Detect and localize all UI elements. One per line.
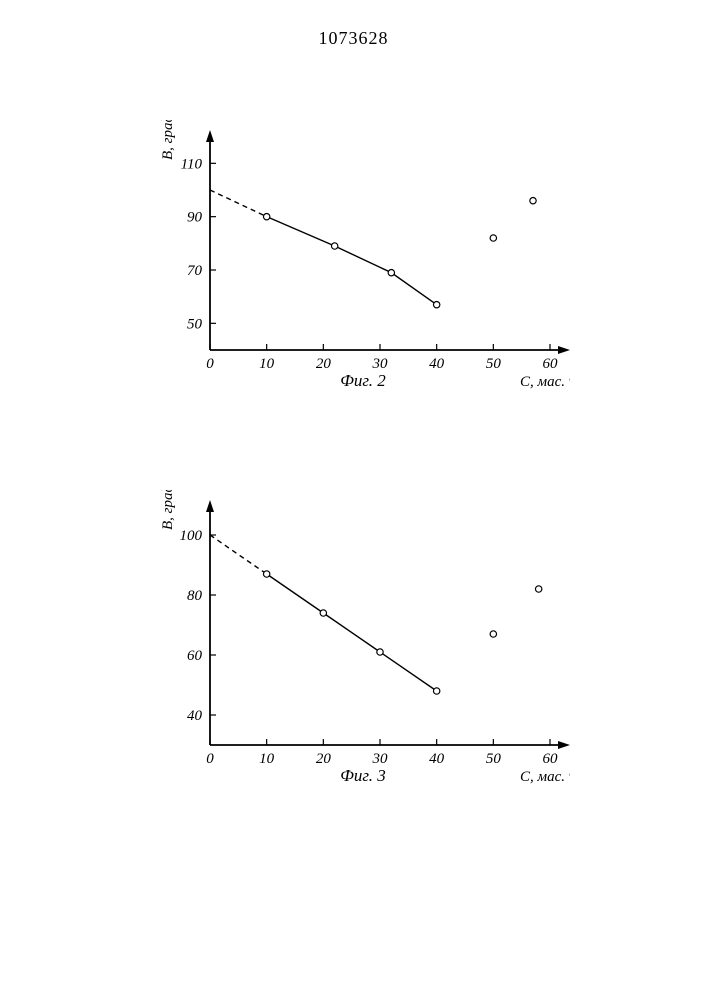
x-tick-label: 0 xyxy=(206,356,214,372)
fig2-container: 0 10 20 30 40 50 60 50 70 90 110 В, град. С, мас. % Ф… xyxy=(150,120,570,420)
fit-line xyxy=(267,574,437,691)
fig3-svg: 0 10 20 30 40 50 60 40 60 80 100В, град. С, мас. % Ф… xyxy=(150,490,570,820)
x-axis-label: С, мас. % xyxy=(520,374,570,390)
x-tick-label: 30 xyxy=(372,356,389,372)
data-marker-outlier xyxy=(490,235,496,241)
data-marker xyxy=(331,243,337,249)
x-tick-label: 40 xyxy=(429,356,445,372)
data-marker xyxy=(377,649,383,655)
data-marker xyxy=(433,688,439,694)
x-tick-label: 60 xyxy=(543,356,559,372)
y-tick-label: 100 xyxy=(180,528,203,544)
x-axis-label: С, мас. % xyxy=(520,769,570,785)
x-tick-label: 40 xyxy=(429,751,445,767)
y-tick-label: 90 xyxy=(187,210,203,226)
y-tick-label: 50 xyxy=(187,316,203,332)
y-axis-arrow xyxy=(206,130,214,142)
extrapolation-dash xyxy=(210,190,267,217)
data-marker-outlier xyxy=(490,631,496,637)
y-axis-label: В, град. xyxy=(160,120,176,160)
fig2-svg: 0 10 20 30 40 50 60 50 70 90 110 В, град. С, мас. % Ф… xyxy=(150,120,570,420)
x-axis-arrow xyxy=(558,346,570,354)
y-axis-label: В, град. xyxy=(160,490,176,530)
x-tick-label: 50 xyxy=(486,751,502,767)
fig3-container: 0 10 20 30 40 50 60 40 60 80 100В, град. С, мас. % Ф… xyxy=(150,490,570,820)
x-tick-label: 0 xyxy=(206,751,214,767)
fit-line xyxy=(267,217,437,305)
x-tick-label: 60 xyxy=(543,751,559,767)
x-tick-label: 20 xyxy=(316,751,332,767)
y-tick-label: 70 xyxy=(187,263,203,279)
y-tick-label: 80 xyxy=(187,588,203,604)
data-marker xyxy=(388,269,394,275)
data-marker xyxy=(263,571,269,577)
x-tick-label: 20 xyxy=(316,356,332,372)
data-marker-outlier xyxy=(535,586,541,592)
x-tick-label: 30 xyxy=(372,751,389,767)
data-marker xyxy=(433,301,439,307)
data-marker xyxy=(263,213,269,219)
y-axis-arrow xyxy=(206,500,214,512)
x-tick-label: 10 xyxy=(259,356,275,372)
data-marker-outlier xyxy=(530,197,536,203)
y-tick-label: 40 xyxy=(187,708,203,724)
figure-caption: Фиг. 3 xyxy=(340,766,386,785)
x-tick-label: 10 xyxy=(259,751,275,767)
extrapolation-dash xyxy=(210,535,267,574)
x-tick-label: 50 xyxy=(486,356,502,372)
y-tick-label: 110 xyxy=(181,156,203,172)
figure-caption: Фиг. 2 xyxy=(340,371,386,390)
data-marker xyxy=(320,610,326,616)
y-tick-label: 60 xyxy=(187,648,203,664)
document-number: 1073628 xyxy=(0,28,707,49)
x-axis-arrow xyxy=(558,741,570,749)
